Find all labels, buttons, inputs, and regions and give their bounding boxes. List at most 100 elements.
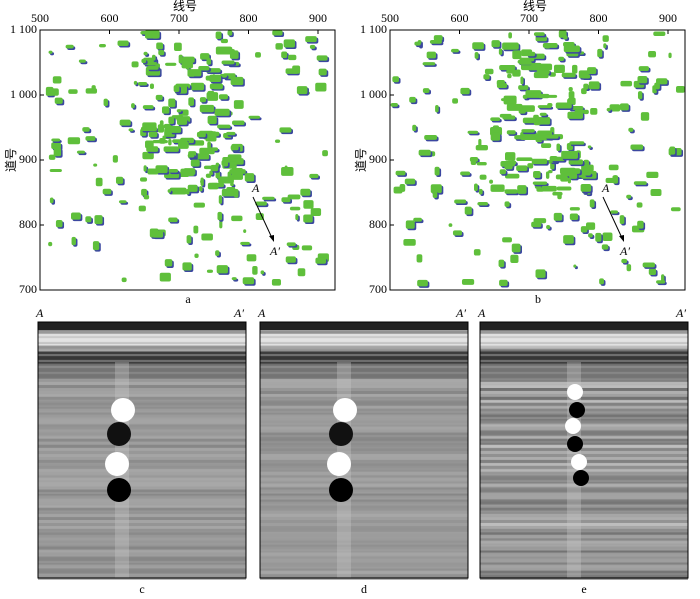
section-stripe — [480, 333, 688, 337]
section-stripe — [260, 489, 468, 493]
section-stripe — [480, 558, 688, 562]
section-stripe — [38, 463, 246, 467]
section-right-label: A′ — [675, 306, 686, 320]
blob-green — [199, 97, 207, 103]
section-stripe — [260, 499, 468, 503]
blob-green — [403, 239, 416, 246]
blob-green — [198, 186, 203, 192]
blob-green — [230, 76, 244, 86]
section-stripe — [260, 475, 468, 479]
blob-green — [194, 253, 199, 258]
section-stripe — [480, 495, 688, 499]
section-stripe — [260, 564, 468, 568]
section-stripe — [480, 402, 688, 406]
blob-green — [141, 58, 147, 64]
blob-green — [602, 232, 613, 242]
blob-green — [220, 38, 229, 44]
blob-green — [221, 60, 235, 65]
blob-green — [68, 89, 78, 94]
blob-green — [432, 190, 438, 198]
blob-green — [536, 187, 544, 192]
blob-green — [286, 242, 296, 247]
blob-green — [633, 181, 647, 185]
section-stripe — [260, 442, 468, 446]
section-left-label: A — [35, 306, 44, 320]
annotation: A — [601, 181, 610, 195]
blob-green — [51, 142, 61, 150]
blob-green — [640, 112, 650, 121]
section-stripe — [480, 381, 688, 385]
section-stripe — [38, 489, 246, 493]
blob-green — [502, 115, 516, 120]
section-stripe — [260, 522, 468, 526]
section-stripe — [38, 450, 246, 454]
blob-green — [477, 202, 489, 206]
blob-green — [572, 168, 581, 174]
section-stripe — [260, 574, 468, 578]
section-stripe — [38, 373, 246, 377]
section-stripe — [260, 532, 468, 536]
blob-green — [128, 128, 134, 132]
section-stripe — [480, 550, 688, 554]
blob-green — [619, 103, 629, 111]
section-left-label: A — [257, 306, 266, 320]
blob-green — [675, 85, 685, 93]
blob-green — [222, 157, 231, 163]
blob-green — [609, 104, 621, 112]
blob-green — [547, 102, 553, 107]
section-stripe — [480, 556, 688, 560]
section-stripe — [38, 532, 246, 536]
blob-green — [520, 105, 535, 112]
blob-green — [159, 272, 171, 282]
blob-green — [395, 170, 406, 176]
blob-green — [498, 259, 505, 268]
section-stripe — [38, 420, 246, 424]
blob-green — [533, 32, 545, 36]
blob-green — [510, 160, 516, 167]
section-stripe — [260, 507, 468, 511]
blob-green — [164, 259, 173, 267]
section-stripe — [260, 538, 468, 542]
y-axis-title: 道号 — [354, 148, 368, 172]
blob-green — [303, 214, 313, 223]
section-stripe — [38, 394, 246, 398]
section-stripe — [480, 544, 688, 548]
blob-green — [642, 262, 655, 268]
section-stripe — [260, 349, 468, 353]
blob-green — [231, 277, 237, 281]
blob-green — [255, 52, 261, 58]
section-stripe — [38, 501, 246, 505]
blob-green — [390, 102, 399, 107]
blob-green — [412, 124, 417, 132]
blob-green — [182, 56, 195, 63]
blob-green — [53, 147, 62, 157]
section-stripe — [480, 517, 688, 521]
section-stripe — [260, 337, 468, 341]
blob-green — [296, 86, 308, 95]
section-stripe — [480, 487, 688, 491]
section-stripe — [260, 450, 468, 454]
blob-green — [199, 147, 215, 155]
blob-green — [143, 51, 148, 56]
blob-green — [511, 243, 521, 253]
blob-green — [301, 245, 313, 251]
blob-green — [568, 159, 584, 165]
blob-green — [422, 62, 436, 66]
section-stripe — [38, 349, 246, 353]
anomaly — [333, 398, 357, 422]
blob-green — [595, 232, 602, 242]
blob-green — [168, 169, 179, 173]
blob-green — [200, 179, 204, 184]
anomaly — [105, 452, 129, 476]
section-stripe — [260, 385, 468, 389]
anomaly — [569, 402, 585, 418]
blob-green — [568, 87, 573, 92]
section-stripe — [480, 546, 688, 550]
section-stripe — [38, 414, 246, 418]
section-stripe — [480, 454, 688, 458]
anomaly — [107, 478, 131, 502]
section-stripe — [480, 568, 688, 572]
blob-green — [52, 76, 62, 84]
blob-green — [628, 127, 634, 132]
blob-green — [414, 41, 421, 46]
